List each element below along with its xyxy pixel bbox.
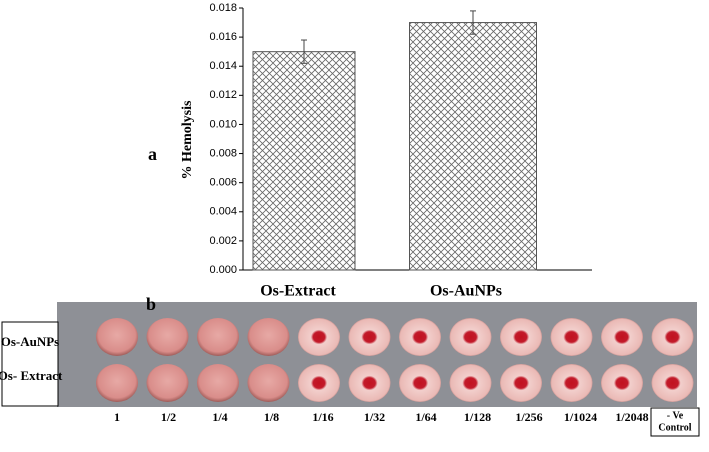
well (96, 364, 138, 402)
bar (252, 51, 356, 271)
column-label: 1/2 (161, 410, 176, 424)
well (500, 364, 542, 402)
well (146, 318, 189, 356)
well (550, 364, 593, 402)
column-label: 1/64 (415, 410, 436, 424)
x-tick-label: Os-AuNPs (430, 283, 502, 300)
y-tick-label: 0.012 (209, 89, 237, 101)
well (247, 318, 290, 356)
y-tick-label: 0.014 (209, 60, 237, 72)
panel-label: b (146, 294, 156, 314)
column-label: 1/256 (515, 410, 542, 424)
row-label-box (1, 321, 59, 407)
column-label: 1/2048 (615, 410, 648, 424)
column-label: 1 (114, 410, 120, 424)
well (500, 318, 542, 356)
well (298, 364, 340, 402)
bar (409, 22, 537, 271)
well (449, 364, 492, 402)
column-label: 1/16 (312, 410, 333, 424)
y-tick-label: 0.006 (209, 177, 237, 189)
y-tick-label: 0.008 (209, 147, 237, 159)
y-tick-label: 0.016 (209, 31, 237, 43)
well (146, 364, 189, 402)
well (197, 318, 239, 356)
control-box (650, 407, 700, 437)
well (399, 318, 441, 356)
column-label: 1/4 (212, 410, 227, 424)
well (449, 318, 492, 356)
column-label: 1/128 (464, 410, 491, 424)
y-tick-label: 0.018 (209, 2, 237, 14)
y-axis-label: % Hemolysis (180, 100, 195, 179)
well (247, 364, 290, 402)
well (348, 364, 391, 402)
well (96, 318, 138, 356)
column-label: 1/32 (364, 410, 385, 424)
well (601, 364, 643, 402)
column-label: 1/8 (264, 410, 279, 424)
well (550, 318, 593, 356)
control-label: - Ve (667, 410, 684, 421)
panel-label: a (148, 144, 157, 164)
well (651, 318, 694, 356)
well (651, 364, 694, 402)
y-tick-label: 0.004 (209, 206, 237, 218)
well (298, 318, 340, 356)
control-label: Control (658, 422, 691, 433)
well (197, 364, 239, 402)
well (601, 318, 643, 356)
well (348, 318, 391, 356)
y-tick-label: 0.000 (209, 264, 237, 276)
row-label: Os- Extract (0, 368, 63, 383)
x-tick-label: Os-Extract (260, 283, 336, 300)
y-tick-label: 0.010 (209, 118, 237, 130)
well (399, 364, 441, 402)
y-tick-label: 0.002 (209, 235, 237, 247)
column-label: 1/1024 (564, 410, 597, 424)
row-label: Os-AuNPs (1, 334, 60, 349)
